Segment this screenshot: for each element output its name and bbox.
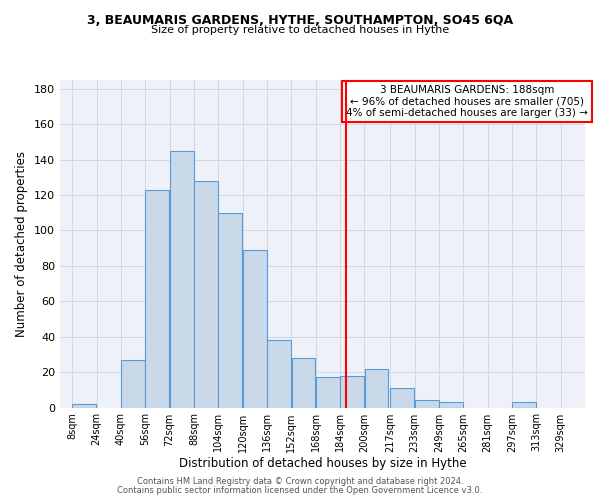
- Bar: [73, 404, 96, 407]
- Bar: [194, 181, 218, 408]
- Bar: [439, 402, 463, 407]
- Bar: [340, 376, 364, 408]
- Bar: [316, 378, 340, 408]
- Text: Size of property relative to detached houses in Hythe: Size of property relative to detached ho…: [151, 25, 449, 35]
- X-axis label: Distribution of detached houses by size in Hythe: Distribution of detached houses by size …: [179, 458, 466, 470]
- Bar: [512, 402, 536, 407]
- Bar: [243, 250, 267, 408]
- Y-axis label: Number of detached properties: Number of detached properties: [16, 151, 28, 337]
- Text: 3, BEAUMARIS GARDENS, HYTHE, SOUTHAMPTON, SO45 6QA: 3, BEAUMARIS GARDENS, HYTHE, SOUTHAMPTON…: [87, 14, 513, 27]
- Bar: [415, 400, 439, 407]
- Bar: [145, 190, 169, 408]
- Text: 3 BEAUMARIS GARDENS: 188sqm
← 96% of detached houses are smaller (705)
4% of sem: 3 BEAUMARIS GARDENS: 188sqm ← 96% of det…: [346, 85, 588, 118]
- Bar: [292, 358, 316, 408]
- Bar: [121, 360, 145, 408]
- Text: Contains public sector information licensed under the Open Government Licence v3: Contains public sector information licen…: [118, 486, 482, 495]
- Bar: [267, 340, 291, 407]
- Bar: [218, 213, 242, 408]
- Bar: [391, 388, 415, 407]
- Bar: [365, 368, 388, 408]
- Bar: [170, 151, 194, 407]
- Text: Contains HM Land Registry data © Crown copyright and database right 2024.: Contains HM Land Registry data © Crown c…: [137, 477, 463, 486]
